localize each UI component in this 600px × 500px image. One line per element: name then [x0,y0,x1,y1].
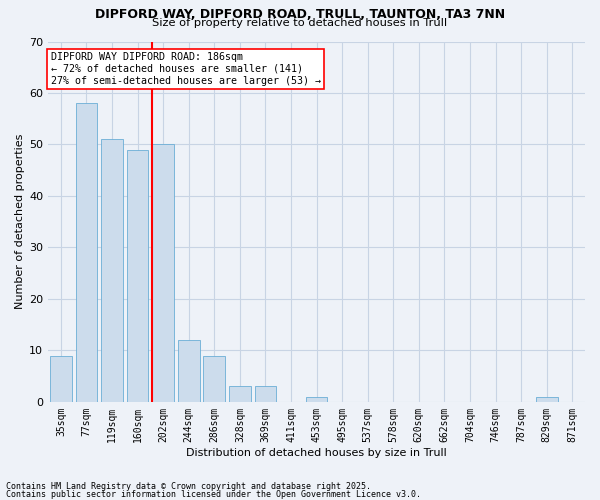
Bar [101,140,123,402]
Bar [306,396,328,402]
Bar [152,144,174,402]
Text: Contains HM Land Registry data © Crown copyright and database right 2025.: Contains HM Land Registry data © Crown c… [6,482,371,491]
Bar [50,356,72,402]
Text: Contains public sector information licensed under the Open Government Licence v3: Contains public sector information licen… [6,490,421,499]
Text: DIPFORD WAY, DIPFORD ROAD, TRULL, TAUNTON, TA3 7NN: DIPFORD WAY, DIPFORD ROAD, TRULL, TAUNTO… [95,8,505,20]
Bar [254,386,277,402]
Bar [178,340,200,402]
Text: Size of property relative to detached houses in Trull: Size of property relative to detached ho… [152,18,448,28]
Bar [127,150,148,402]
Bar [229,386,251,402]
Text: DIPFORD WAY DIPFORD ROAD: 186sqm
← 72% of detached houses are smaller (141)
27% : DIPFORD WAY DIPFORD ROAD: 186sqm ← 72% o… [51,52,321,86]
Bar [76,104,97,402]
Bar [203,356,225,402]
Y-axis label: Number of detached properties: Number of detached properties [15,134,25,310]
X-axis label: Distribution of detached houses by size in Trull: Distribution of detached houses by size … [186,448,447,458]
Bar [536,396,557,402]
